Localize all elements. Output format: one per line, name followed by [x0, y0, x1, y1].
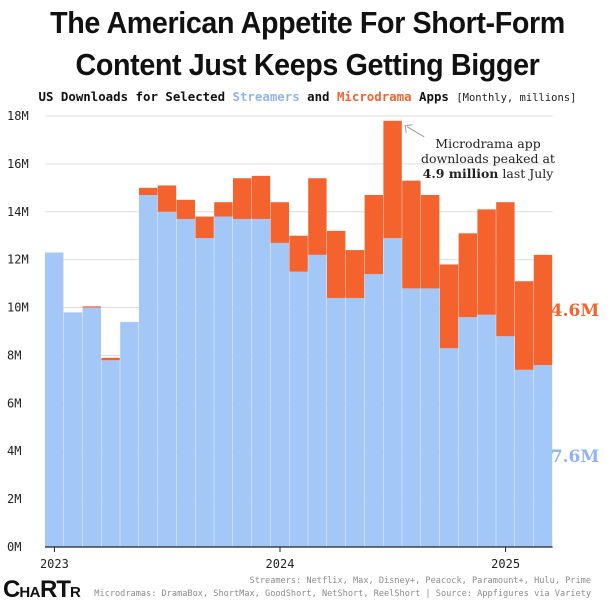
subtitle-prefix: US Downloads for Selected [38, 89, 233, 104]
bar-microdrama [289, 235, 308, 272]
bar-microdrama [308, 178, 327, 255]
y-tick-label: 4M [7, 444, 21, 458]
bar-streamers [439, 348, 459, 547]
bar-streamers [101, 360, 120, 547]
x-tick-label: 2023 [40, 557, 69, 571]
bar-microdrama [82, 306, 101, 308]
bar-microdrama [421, 195, 440, 289]
bar-streamers [458, 317, 477, 547]
title-line-1: The American Appetite For Short-Form [50, 6, 565, 40]
bar-streamers [270, 242, 289, 547]
bar-microdrama [515, 281, 534, 370]
bar-streamers [82, 307, 101, 547]
bar-microdrama [364, 195, 383, 275]
bar-streamers [327, 297, 346, 547]
bar-streamers [364, 274, 383, 547]
chartr-logo: CHARTR [3, 576, 81, 603]
bar-microdrama [439, 264, 459, 349]
bar-streamers [308, 254, 327, 547]
bar-streamers [63, 312, 83, 547]
x-tick-label: 2024 [266, 557, 295, 571]
bar-streamers [533, 365, 553, 547]
bar-streamers [515, 369, 534, 547]
bar-microdrama [101, 357, 120, 361]
bar-microdrama [458, 233, 477, 318]
bar-streamers [233, 218, 252, 547]
y-tick-label: 18M [7, 109, 29, 123]
annotation-peak-value: 4.9 million [423, 166, 499, 181]
bar-streamers [157, 211, 177, 547]
bar-microdrama [251, 175, 271, 219]
bar-streamers [139, 195, 158, 547]
chart-subtitle: US Downloads for Selected Streamers and … [0, 89, 615, 104]
bar-microdrama [157, 185, 177, 212]
bar-streamers [214, 216, 233, 548]
legend-microdrama: Microdrama [336, 89, 412, 104]
annotation-line-2: downloads peaked at [421, 151, 555, 166]
y-tick-label: 12M [7, 253, 29, 267]
bar-microdrama [327, 230, 346, 298]
x-tick-label: 2025 [491, 557, 520, 571]
bar-microdrama [233, 178, 252, 219]
chart-title: The American Appetite For Short-Form Con… [18, 2, 596, 86]
bar-streamers [195, 238, 214, 547]
title-line-2: Content Just Keeps Getting Bigger [75, 48, 540, 82]
bar-microdrama [533, 254, 553, 366]
end-label-microdrama: 4.6M [551, 301, 600, 321]
annotation-arrowhead [404, 124, 413, 133]
annotation-peak-date: last July [498, 166, 554, 181]
bar-streamers [402, 288, 421, 547]
bar-microdrama [139, 187, 158, 196]
bar-streamers [421, 288, 440, 547]
bar-streamers [496, 336, 515, 547]
bar-streamers [477, 314, 496, 547]
bar-streamers [176, 218, 195, 547]
bar-streamers [289, 271, 308, 547]
y-tick-label: 0M [7, 540, 21, 554]
legend-streamers: Streamers [232, 89, 300, 104]
bar-streamers [45, 252, 64, 547]
footer-source-note: Microdramas: DramaBox, ShortMax, GoodSho… [94, 589, 591, 599]
y-tick-label: 8M [7, 348, 21, 362]
subtitle-unit: [Monthly, millions] [456, 92, 577, 104]
bar-microdrama [496, 202, 515, 337]
subtitle-and: and [299, 89, 337, 104]
bar-microdrama [214, 202, 233, 217]
y-tick-label: 6M [7, 396, 21, 410]
y-tick-label: 2M [7, 492, 21, 506]
bar-microdrama [195, 216, 214, 239]
bar-microdrama [345, 250, 365, 298]
bar-microdrama [477, 209, 496, 315]
bar-microdrama [402, 180, 421, 289]
footer-streamers-note: Streamers: Netflix, Max, Disney+, Peacoc… [249, 576, 591, 586]
bar-microdrama [270, 202, 289, 243]
bar-microdrama [176, 199, 195, 219]
bar-streamers [383, 238, 402, 547]
y-tick-label: 14M [7, 205, 29, 219]
bar-streamers [251, 218, 271, 547]
y-tick-label: 16M [7, 157, 29, 171]
bar-streamers [120, 321, 139, 547]
subtitle-suffix: Apps [411, 89, 457, 104]
bar-microdrama [383, 120, 402, 239]
bar-streamers [345, 297, 365, 547]
annotation-leader-line [406, 126, 425, 138]
annotation-line-3: 4.9 million last July [423, 166, 555, 181]
end-label-streamers: 7.6M [551, 447, 600, 467]
y-tick-label: 10M [7, 301, 29, 315]
annotation-line-1: Microdrama app [435, 136, 540, 151]
